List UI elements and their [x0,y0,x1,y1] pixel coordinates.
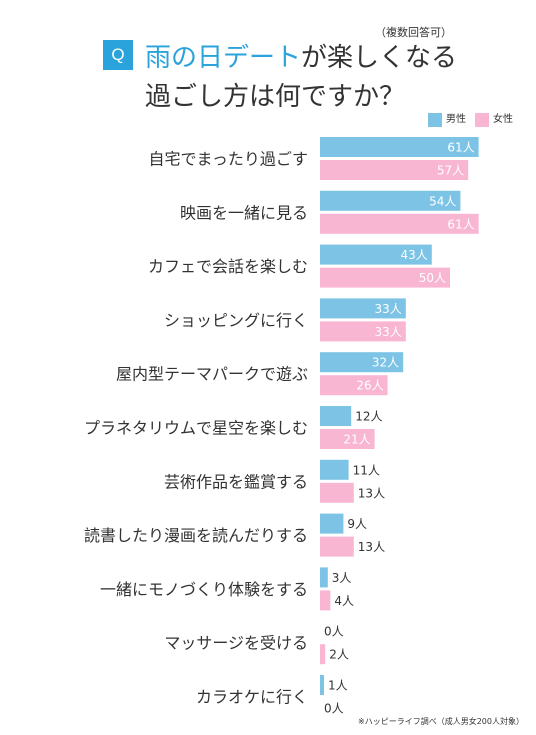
bar-male [320,298,406,319]
title-highlight: 雨の日デート [145,43,302,73]
category-label: ショッピングに行く [164,311,308,330]
title-rest: が楽しくなる [301,43,458,73]
bar-male [320,137,479,157]
value-label-male: 54人 [429,194,456,208]
category-label: 映画を一緒に見る [180,203,308,222]
category-label: 自宅でまったり過ごす [148,150,308,169]
legend-swatch-female [475,113,489,127]
bar-female [320,482,354,503]
bar-female [320,429,375,449]
value-label-male: 12人 [355,410,382,424]
value-label-female: 26人 [356,379,383,393]
bar-male [320,352,404,373]
value-label-male: 0人 [324,625,344,639]
multiple-answer-note: （複数回答可） [375,26,452,39]
category-label: プラネタリウムで星空を楽しむ [84,419,308,438]
bar-female [320,160,469,180]
legend: 男性 女性 [428,113,524,127]
value-label-male: 61人 [447,141,474,155]
category-label: 芸術作品を鑑賞する [164,472,308,491]
value-label-male: 43人 [401,248,428,262]
chart-title-line1: 雨の日デートが楽しくなる [145,37,457,74]
value-label-female: 33人 [375,325,402,339]
value-label-female: 13人 [358,540,385,554]
bar-male [320,513,344,534]
value-label-male: 32人 [372,356,399,370]
value-label-female: 61人 [447,217,474,231]
value-label-female: 21人 [343,433,370,447]
bar-female [320,375,388,396]
bar-male [320,459,349,480]
value-label-female: 13人 [358,486,385,500]
value-label-female: 2人 [329,648,349,662]
legend-swatch-male [428,113,442,127]
value-label-female: 0人 [324,702,344,716]
question-badge: Q [103,40,133,70]
bar-female [320,644,326,665]
category-label: 屋内型テーマパークで遊ぶ [116,365,308,384]
legend-label-male: 男性 [446,114,466,125]
chart-title-line2: 過ごし方は何ですか？ [145,82,406,112]
bar-female [320,267,450,288]
title-block: Q （複数回答可） 雨の日デートが楽しくなる 過ごし方は何ですか？ [0,0,536,112]
value-label-female: 4人 [334,594,354,608]
bar-male [320,406,352,426]
category-label: カラオケに行く [196,688,308,707]
bar-male [320,190,461,211]
category-label: 一緒にモノづくり体験をする [100,580,308,599]
value-label-male: 3人 [332,571,352,585]
bar-female [320,213,479,234]
value-label-female: 57人 [437,164,464,178]
value-label-male: 9人 [347,517,367,531]
bar-female [320,321,406,342]
value-label-male: 33人 [375,302,402,316]
bar-male [320,244,432,265]
value-label-female: 50人 [419,271,446,285]
legend-label-female: 女性 [493,114,513,125]
bar-male [320,567,328,588]
category-label: カフェで会話を楽しむ [148,257,308,276]
value-label-male: 1人 [328,679,348,693]
category-label: 読書したり漫画を読んだりする [84,526,308,545]
value-label-male: 11人 [353,463,380,477]
bar-female [320,590,331,611]
bar-male [320,675,324,695]
bar-female [320,536,354,557]
category-label: マッサージを受ける [164,634,308,653]
source-note: ※ハッピーライフ調べ（成人男女200人対象） [358,717,524,726]
